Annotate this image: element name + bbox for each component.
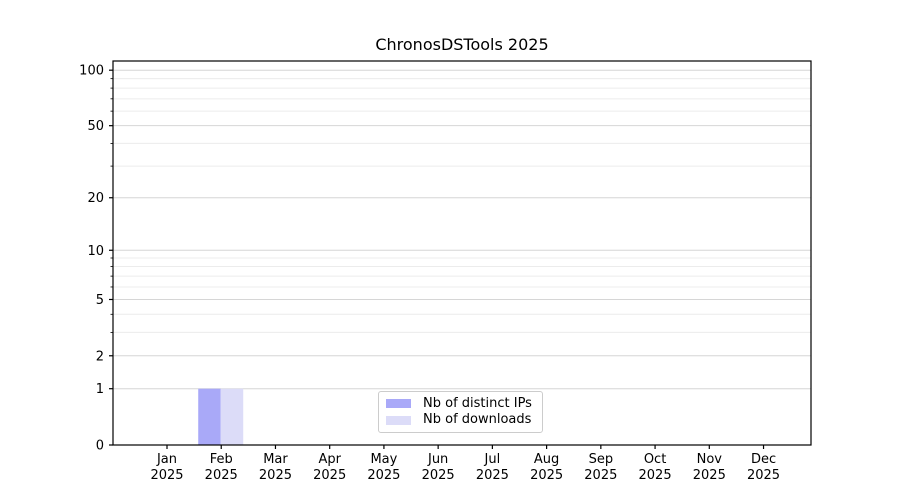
x-tick-label-year: 2025 bbox=[639, 468, 672, 483]
x-tick-label-month: Mar bbox=[263, 452, 288, 467]
x-tick-label-year: 2025 bbox=[313, 468, 346, 483]
y-tick-label: 2 bbox=[96, 349, 104, 364]
legend: Nb of distinct IPs Nb of downloads bbox=[378, 391, 543, 433]
bar-nb-of-downloads-feb-2025 bbox=[220, 388, 244, 445]
chart-title: ChronosDSTools 2025 bbox=[375, 35, 549, 54]
x-tick-label-year: 2025 bbox=[422, 468, 455, 483]
y-tick-label: 1 bbox=[96, 382, 104, 397]
y-tick-label: 100 bbox=[79, 64, 104, 79]
x-tick-label-year: 2025 bbox=[205, 468, 238, 483]
legend-item-distinct-ips: Nb of distinct IPs bbox=[386, 396, 534, 412]
x-tick-label-year: 2025 bbox=[367, 468, 400, 483]
bar-nb-of-distinct-ips-feb-2025 bbox=[198, 388, 221, 445]
legend-item-downloads: Nb of downloads bbox=[386, 412, 534, 428]
x-tick-label-month: Jun bbox=[427, 452, 448, 467]
y-tick-label: 0 bbox=[96, 439, 104, 454]
x-tick-label-year: 2025 bbox=[584, 468, 617, 483]
x-tick-label-month: Jul bbox=[484, 452, 501, 467]
x-tick-label-year: 2025 bbox=[259, 468, 292, 483]
x-tick-label-month: Feb bbox=[210, 452, 233, 467]
x-tick-label-month: May bbox=[370, 452, 397, 467]
x-tick-label-year: 2025 bbox=[150, 468, 183, 483]
x-tick-label-month: Oct bbox=[644, 452, 666, 467]
x-tick-label-month: Nov bbox=[697, 452, 723, 467]
legend-label-downloads: Nb of downloads bbox=[423, 412, 532, 428]
x-tick-label-year: 2025 bbox=[693, 468, 726, 483]
y-tick-label: 50 bbox=[87, 119, 104, 134]
x-tick-label-year: 2025 bbox=[530, 468, 563, 483]
x-tick-label-month: Dec bbox=[751, 452, 776, 467]
plot-border bbox=[112, 60, 812, 446]
y-tick-label: 10 bbox=[87, 244, 104, 259]
x-tick-label-year: 2025 bbox=[476, 468, 509, 483]
x-tick-label-year: 2025 bbox=[747, 468, 780, 483]
legend-swatch-distinct-ips-icon bbox=[386, 399, 411, 409]
legend-swatch-downloads-icon bbox=[386, 415, 411, 425]
x-tick-label-month: Aug bbox=[534, 452, 559, 467]
y-tick-label: 5 bbox=[96, 293, 104, 308]
x-tick-label-month: Apr bbox=[318, 452, 341, 467]
x-tick-label-month: Jan bbox=[156, 452, 177, 467]
y-tick-label: 20 bbox=[87, 191, 104, 206]
x-tick-label-month: Sep bbox=[589, 452, 614, 467]
legend-label-distinct-ips: Nb of distinct IPs bbox=[423, 395, 532, 411]
